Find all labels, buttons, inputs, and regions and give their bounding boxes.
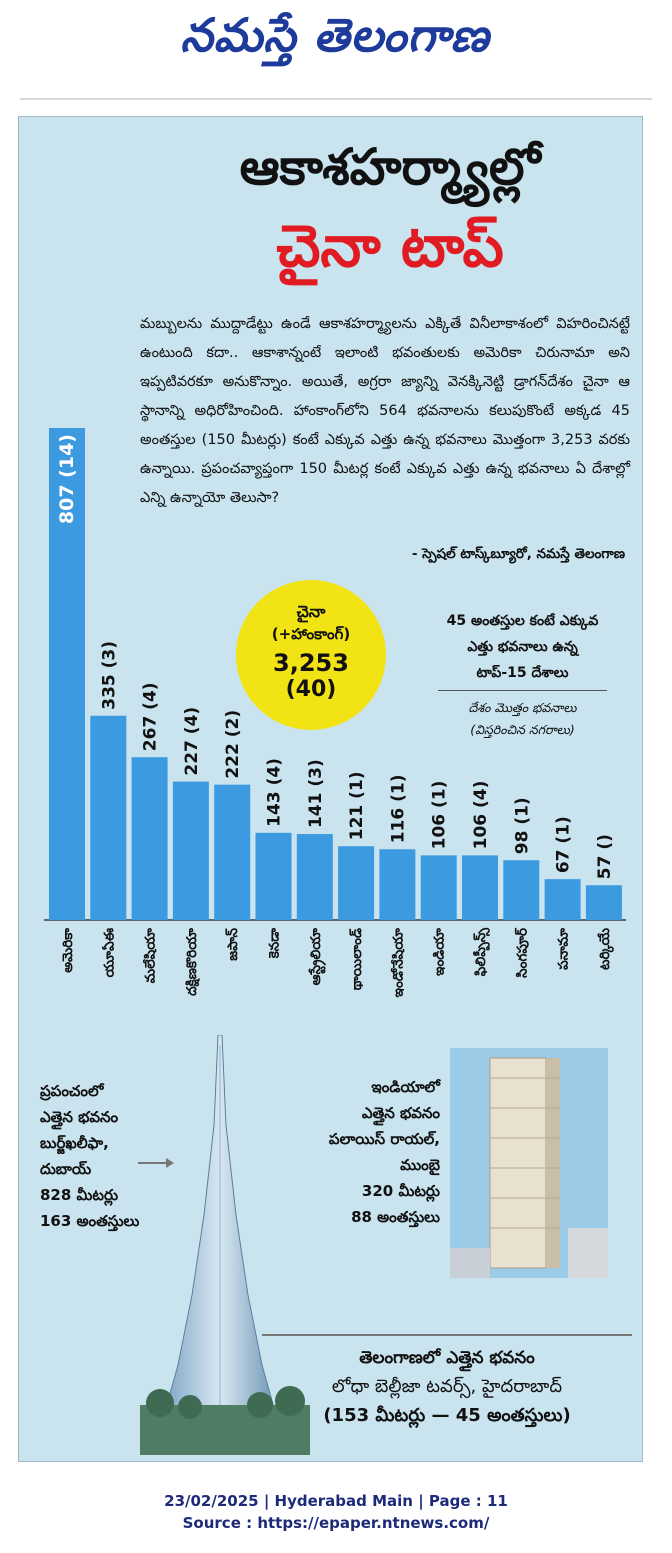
bar-chart: 807 (14) అమెరికా 335 (3) యూఏఈ 267 (4) మలేషియా… — [44, 428, 626, 998]
bar — [503, 860, 540, 920]
bar-value-label: 335 (3) — [99, 641, 119, 710]
world-line4: దుబాయ్ — [40, 1160, 92, 1178]
world-line2: ఎత్తైన భవనం — [40, 1108, 119, 1126]
palais-royale-illustration — [450, 1048, 608, 1278]
category-label: ఇండోనేషియా — [390, 928, 406, 998]
category-label: సింగపూర్ — [514, 927, 530, 978]
category-label: మలేషియా — [143, 928, 159, 983]
bar — [49, 428, 85, 920]
footer-date-line: 23/02/2025 | Hyderabad Main | Page : 11 — [164, 1492, 508, 1510]
category-label: యూఏఈ — [101, 927, 117, 977]
category-label: టర్కియే — [597, 927, 614, 969]
page-footer: 23/02/2025 | Hyderabad Main | Page : 11 … — [0, 1490, 672, 1534]
masthead-rule — [20, 98, 652, 100]
footer-source-line: Source : https://epaper.ntnews.com/ — [182, 1514, 490, 1532]
category-label: అమెరికా — [60, 928, 76, 973]
masthead: నమస్తే తెలంగాణ — [0, 0, 672, 100]
china-badge: చైనా (+హాంకాంగ్) 3,253 (40) — [236, 580, 386, 730]
category-label: ఫిలిప్పీన్స్ — [472, 927, 490, 976]
world-line3: బుర్జ్‌ఖలీఫా, — [40, 1134, 109, 1152]
bar — [296, 834, 333, 920]
category-label: జపాన్ — [225, 927, 241, 960]
badge-value: 3,253 — [273, 649, 349, 677]
category-label: థాయిలాండ్ — [349, 928, 365, 990]
bar — [420, 855, 457, 920]
bar-value-label: 98 (1) — [512, 797, 532, 854]
bar-value-label: 143 (4) — [265, 758, 285, 827]
bar — [462, 855, 498, 920]
world-line1: ప్రపంచంలో — [40, 1082, 104, 1100]
badge-hongkong: (+హాంకాంగ్) — [271, 625, 351, 643]
bar — [255, 832, 292, 920]
world-line6: 163 అంతస్తులు — [40, 1212, 140, 1230]
bar-value-label: 121 (1) — [347, 771, 367, 840]
telangana-line1: తెలంగాణలో ఎత్తైన భవనం — [359, 1348, 535, 1368]
india-line1: ఇండియాలో — [371, 1078, 440, 1096]
legend-divider — [438, 690, 607, 691]
headline-line2: చైనా టాప్ — [276, 212, 504, 280]
legend-line2: ఎత్తు భవనాలు ఉన్న — [467, 639, 578, 655]
category-label: పనామా — [556, 928, 572, 970]
bar-value-label: 57 () — [595, 834, 615, 879]
bar-value-label: 807 (14) — [56, 434, 78, 524]
newspaper-logo: నమస్తే తెలంగాణ — [180, 8, 490, 62]
badge-country: చైనా — [296, 602, 326, 621]
bar-value-label: 106 (1) — [430, 781, 450, 850]
legend-line1: 45 అంతస్తుల కంటే ఎక్కువ — [446, 613, 599, 629]
bar — [585, 885, 622, 920]
category-label: ఇండియా — [432, 928, 448, 976]
india-line4: ముంబై — [400, 1156, 440, 1174]
bar-value-label: 227 (4) — [182, 707, 202, 776]
bar — [90, 715, 127, 920]
telangana-line3: (153 మీటర్లు — 45 అంతస్తులు) — [323, 1405, 571, 1426]
bar-value-label: 141 (3) — [306, 759, 326, 828]
india-line6: 88 అంతస్తులు — [351, 1208, 440, 1226]
world-line5: 828 మీటర్లు — [40, 1186, 119, 1204]
world-tallest-caption: ప్రపంచంలో ఎత్తైన భవనం బుర్జ్‌ఖలీఫా, దుబా… — [40, 1078, 200, 1234]
telangana-tallest-box: తెలంగాణలో ఎత్తైన భవనం లోధా బెల్లీజా టవర్… — [262, 1334, 632, 1458]
india-line2: ఎత్తైన భవనం — [361, 1104, 440, 1122]
bar — [131, 757, 168, 920]
badge-cities: (40) — [285, 677, 337, 702]
bar-value-label: 116 (1) — [388, 774, 408, 843]
telangana-line2: లోధా బెల్లీజా టవర్స్, హైదరాబాద్ — [331, 1376, 563, 1397]
bar-value-label: 67 (1) — [554, 816, 574, 873]
bar — [338, 846, 375, 920]
india-line3: పలాయిస్ రాయల్, — [328, 1130, 440, 1148]
bar — [214, 784, 251, 920]
bar — [544, 879, 581, 920]
category-label: కెనడా — [267, 928, 283, 960]
intro-paragraph: మబ్బులను ముద్దాడేట్టు ఉండే ఆకాశహర్మ్యాలన… — [140, 316, 630, 506]
burj-khalifa-illustration — [140, 1035, 310, 1455]
category-label: ఆస్ట్రేలియా — [308, 928, 327, 986]
india-line5: 320 మీటర్లు — [361, 1182, 440, 1200]
headline-line1: ఆకాశహర్మ్యాల్లో — [239, 138, 541, 196]
legend-sub2: (విస్తరించిన నగరాలు) — [470, 722, 575, 737]
legend-sub1: దేశం మొత్తం భవనాలు — [468, 700, 577, 715]
category-label: దక్షిణకొరియా — [184, 928, 200, 996]
legend-line3: టాప్-15 దేశాలు — [476, 665, 569, 681]
bar — [379, 849, 416, 920]
bar-value-label: 222 (2) — [223, 710, 243, 779]
india-tallest-caption: ఇండియాలో ఎత్తైన భవనం పలాయిస్ రాయల్, ముంబ… — [300, 1074, 440, 1230]
bar-value-label: 106 (4) — [471, 781, 491, 850]
chart-legend: 45 అంతస్తుల కంటే ఎక్కువ ఎత్తు భవనాలు ఉన్… — [420, 608, 625, 741]
arrow-icon — [138, 1158, 174, 1168]
bar-value-label: 267 (4) — [141, 682, 161, 751]
byline: - స్పెషల్ టాస్క్‌బ్యూరో, నమస్తే తెలంగాణ — [411, 546, 625, 562]
bar — [172, 781, 209, 920]
